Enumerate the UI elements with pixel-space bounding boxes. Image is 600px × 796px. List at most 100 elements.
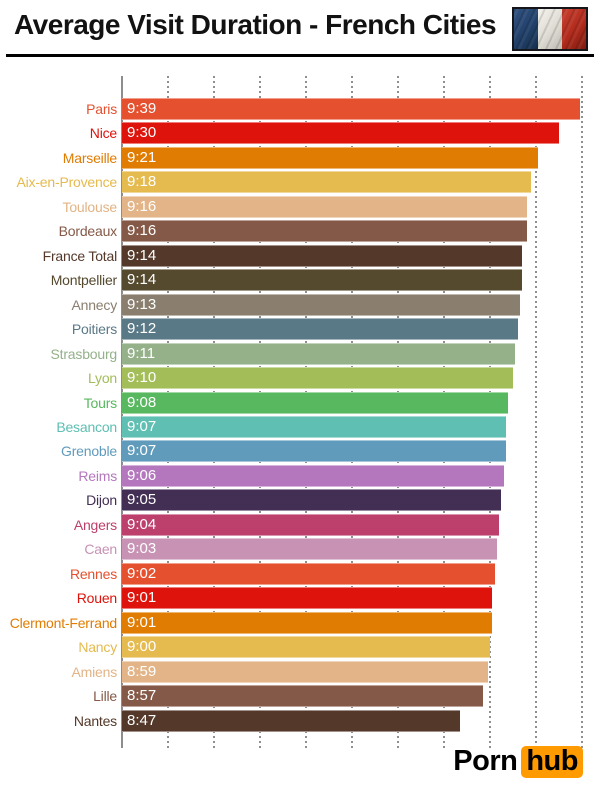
- duration-bar: 9:03: [122, 538, 497, 561]
- city-label: Lyon: [87, 370, 117, 387]
- city-label: Marseille: [62, 149, 117, 166]
- chart-row: Nancy 9:00: [0, 636, 600, 659]
- city-label: Clermont-Ferrand: [9, 614, 117, 631]
- duration-value: 9:16: [127, 222, 157, 240]
- duration-bar: 9:06: [122, 464, 504, 487]
- duration-value: 9:01: [127, 589, 157, 607]
- gridline: [581, 76, 583, 748]
- duration-bar: 8:59: [122, 660, 488, 683]
- duration-value: 9:11: [127, 344, 156, 362]
- city-label: Lille: [93, 688, 117, 705]
- duration-value: 9:04: [127, 515, 157, 533]
- duration-bar: 9:13: [122, 293, 520, 316]
- duration-value: 9:07: [127, 417, 157, 435]
- duration-value: 8:47: [127, 711, 157, 729]
- duration-value: 9:00: [127, 638, 157, 656]
- pornhub-logo: Porn hub: [453, 745, 583, 778]
- chart-row: Rouen 9:01: [0, 587, 600, 610]
- duration-bar: 9:12: [122, 318, 518, 341]
- page-title: Average Visit Duration - French Cities: [14, 9, 497, 40]
- duration-value: 9:12: [127, 320, 157, 338]
- duration-bar: 9:30: [122, 122, 559, 145]
- duration-bar: 9:00: [122, 636, 490, 659]
- duration-value: 9:14: [127, 246, 157, 264]
- city-label: Nice: [89, 125, 117, 142]
- duration-bar: 9:11: [122, 342, 515, 365]
- duration-bar: 9:02: [122, 562, 495, 585]
- duration-value: 9:02: [127, 564, 157, 582]
- duration-value: 9:14: [127, 271, 157, 289]
- duration-value: 9:18: [127, 173, 157, 191]
- chart-row: Angers 9:04: [0, 513, 600, 536]
- flag-blue-stripe: [514, 9, 538, 49]
- chart-row: Strasbourg 9:11: [0, 342, 600, 365]
- duration-value: 9:05: [127, 491, 157, 509]
- duration-bar: 9:16: [122, 195, 527, 218]
- city-label: Nancy: [78, 639, 117, 656]
- chart-row: Besancon 9:07: [0, 415, 600, 438]
- duration-value: 9:39: [127, 100, 157, 117]
- chart-row: Grenoble 9:07: [0, 440, 600, 463]
- duration-bar: 9:14: [122, 244, 522, 267]
- chart-row: Aix-en-Provence 9:18: [0, 171, 600, 194]
- duration-value: 9:10: [127, 369, 157, 387]
- duration-bar: 8:47: [122, 709, 460, 732]
- gridline: [535, 76, 537, 748]
- chart-row: Caen 9:03: [0, 538, 600, 561]
- duration-bar: 9:39: [122, 98, 580, 120]
- flag-white-stripe: [538, 9, 562, 49]
- chart-row: Dijon 9:05: [0, 489, 600, 512]
- duration-value: 9:06: [127, 466, 157, 484]
- chart-row: Toulouse 9:16: [0, 195, 600, 218]
- chart-row: Amiens 8:59: [0, 660, 600, 683]
- chart-row: Marseille 9:21: [0, 146, 600, 169]
- city-label: Rennes: [69, 565, 117, 582]
- duration-bar: 9:07: [122, 415, 506, 438]
- duration-value: 9:30: [127, 124, 157, 142]
- city-label: Bordeaux: [58, 223, 118, 240]
- city-label: Nantes: [73, 712, 117, 729]
- duration-bar: 9:21: [122, 146, 538, 169]
- chart-row: Montpellier 9:14: [0, 269, 600, 292]
- city-label: Montpellier: [50, 272, 117, 289]
- duration-bar: 9:18: [122, 171, 531, 194]
- city-label: Angers: [73, 516, 117, 533]
- duration-value: 9:07: [127, 442, 157, 460]
- chart-row: Clermont-Ferrand 9:01: [0, 611, 600, 634]
- chart-row: France Total 9:14: [0, 244, 600, 267]
- chart-row: Tours 9:08: [0, 391, 600, 414]
- duration-value: 8:57: [127, 687, 157, 705]
- city-label: Dijon: [86, 492, 117, 509]
- chart-row: Lyon 9:10: [0, 367, 600, 390]
- duration-value: 9:16: [127, 197, 157, 215]
- city-label: Tours: [83, 394, 117, 411]
- chart-row: Paris 9:39: [0, 98, 600, 120]
- chart-row: Nice 9:30: [0, 122, 600, 145]
- chart-row: Poitiers 9:12: [0, 318, 600, 341]
- duration-bar: 8:57: [122, 685, 483, 708]
- chart-row: Nantes 8:47: [0, 709, 600, 732]
- duration-bar: 9:08: [122, 391, 508, 414]
- city-label: Amiens: [71, 663, 118, 680]
- city-label: Poitiers: [71, 321, 117, 338]
- duration-value: 9:01: [127, 613, 157, 631]
- duration-bar: 9:01: [122, 587, 492, 610]
- duration-bar: 9:04: [122, 513, 499, 536]
- duration-value: 9:08: [127, 393, 157, 411]
- chart-row: Bordeaux 9:16: [0, 220, 600, 243]
- chart-row: Lille 8:57: [0, 685, 600, 708]
- duration-bar: 9:05: [122, 489, 501, 512]
- city-label: France Total: [42, 247, 118, 264]
- duration-bar: 9:14: [122, 269, 522, 292]
- duration-bar: 9:10: [122, 367, 513, 390]
- city-label: Aix-en-Provence: [16, 174, 118, 191]
- title-underline: [6, 54, 594, 57]
- duration-value: 9:13: [127, 295, 157, 313]
- city-label: Strasbourg: [50, 345, 118, 362]
- flag-red-stripe: [562, 9, 586, 49]
- city-label: Annecy: [71, 296, 118, 313]
- logo-hub-badge: hub: [521, 745, 583, 778]
- duration-bar: 9:16: [122, 220, 527, 243]
- logo-porn-text: Porn: [453, 745, 518, 777]
